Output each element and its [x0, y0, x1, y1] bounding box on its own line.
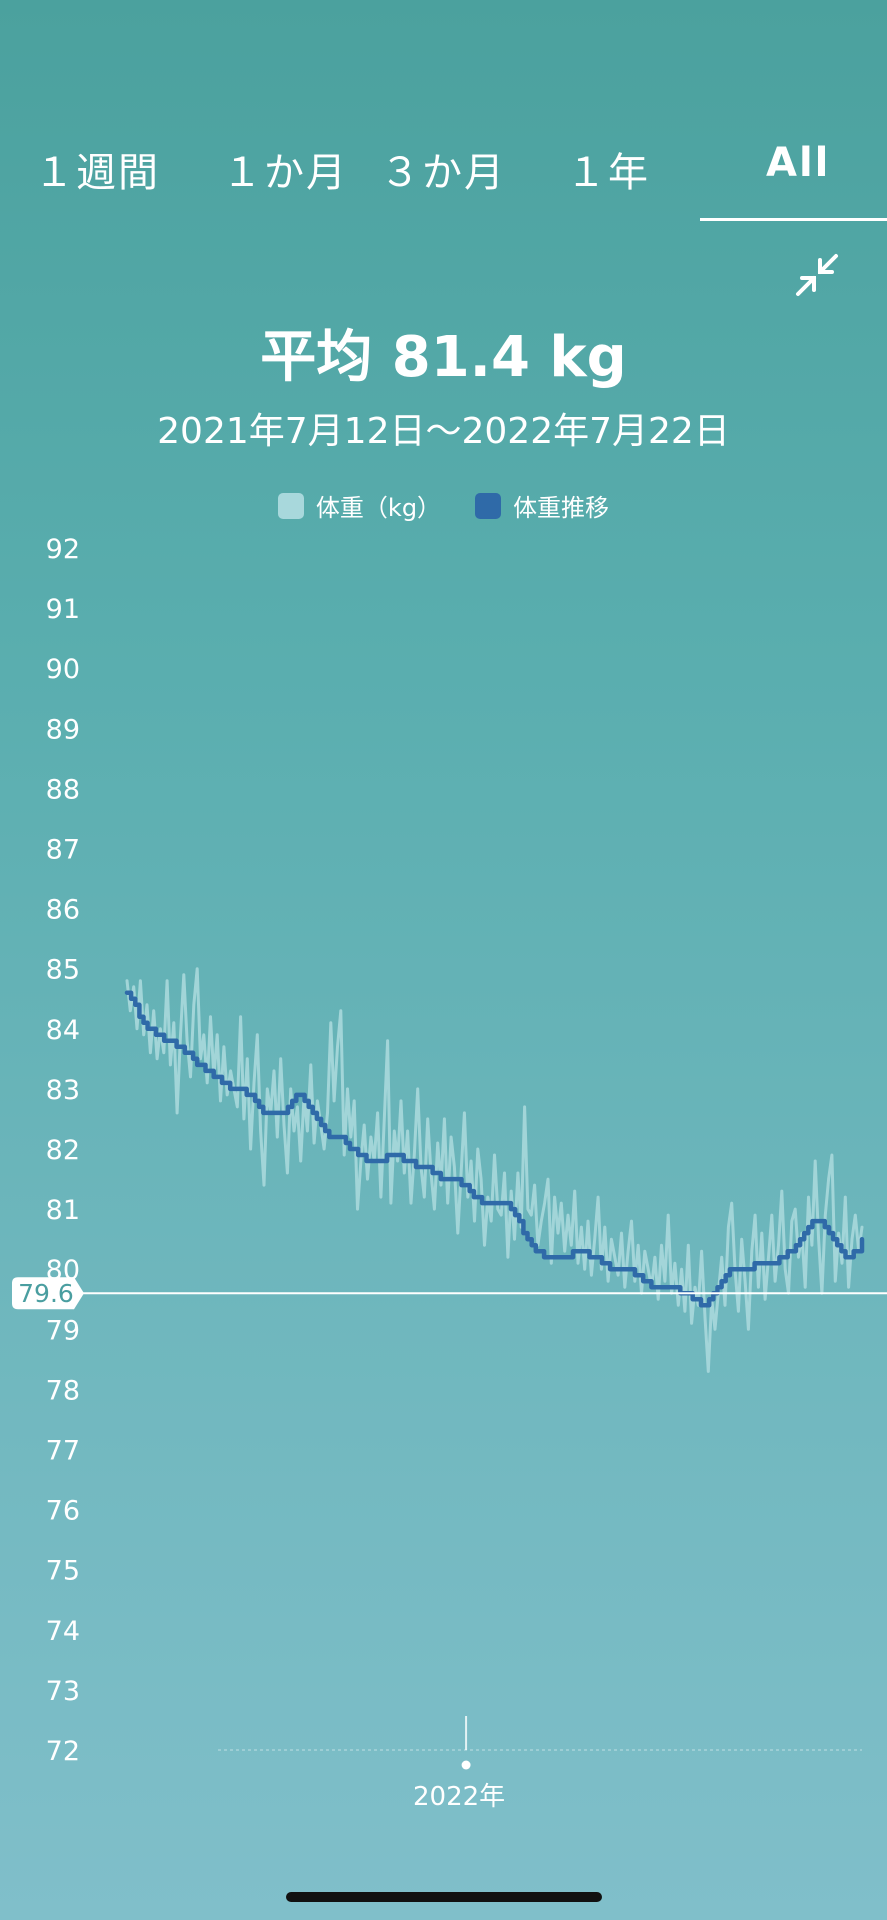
- tab-all[interactable]: All: [766, 140, 831, 186]
- home-indicator: [286, 1892, 602, 1902]
- y-tick-label: 88: [46, 774, 80, 805]
- y-tick-label: 74: [46, 1616, 80, 1647]
- y-tick-label: 91: [46, 594, 80, 625]
- collapse-icon[interactable]: [792, 250, 842, 300]
- average-title: 平均 81.4 kg: [260, 325, 627, 390]
- y-tick-label: 77: [46, 1436, 80, 1467]
- y-tick-label: 72: [46, 1736, 80, 1767]
- legend-swatch-trend: [475, 492, 502, 519]
- reference-value-label: 79.6: [18, 1279, 74, 1308]
- y-tick-label: 81: [46, 1195, 80, 1226]
- y-tick-label: 83: [46, 1075, 80, 1106]
- tab-1-year[interactable]: １年: [566, 150, 650, 196]
- tab-1-week[interactable]: １週間: [34, 150, 160, 196]
- y-tick-label: 82: [46, 1135, 80, 1166]
- y-tick-label: 86: [46, 895, 80, 926]
- y-tick-label: 90: [46, 654, 80, 685]
- legend-label-raw: 体重（kg）: [315, 494, 442, 522]
- y-tick-label: 79: [46, 1315, 80, 1346]
- y-tick-label: 92: [46, 534, 80, 565]
- range-tabs: １週間 １か月 ３か月 １年 All: [0, 120, 887, 221]
- legend-item-trend: 体重推移: [475, 488, 609, 523]
- reference-value-badge: [12, 1277, 84, 1310]
- y-tick-label: 75: [46, 1556, 80, 1587]
- x-tick-dot: [461, 1760, 471, 1770]
- legend-label-trend: 体重推移: [513, 494, 610, 522]
- y-tick-label: 84: [46, 1015, 80, 1046]
- x-tick-label: 2022年: [413, 1782, 505, 1812]
- tab-3-months[interactable]: ３か月: [380, 150, 506, 196]
- weight-series-line: [125, 967, 864, 1373]
- trend-series-line: [124, 990, 865, 1308]
- tab-1-month[interactable]: １か月: [222, 150, 348, 196]
- y-tick-label: 78: [46, 1375, 80, 1406]
- y-tick-label: 76: [46, 1496, 80, 1527]
- y-tick-label: 85: [46, 955, 80, 986]
- legend-swatch-raw: [277, 492, 304, 519]
- date-range: 2021年7月12日～2022年7月22日: [157, 411, 730, 452]
- chart-legend: 体重（kg） 体重推移: [0, 488, 887, 523]
- y-tick-label: 89: [46, 714, 80, 745]
- legend-item-raw: 体重（kg）: [277, 488, 442, 523]
- y-tick-label: 87: [46, 835, 80, 866]
- y-tick-label: 73: [46, 1676, 80, 1707]
- active-tab-indicator: [700, 218, 887, 221]
